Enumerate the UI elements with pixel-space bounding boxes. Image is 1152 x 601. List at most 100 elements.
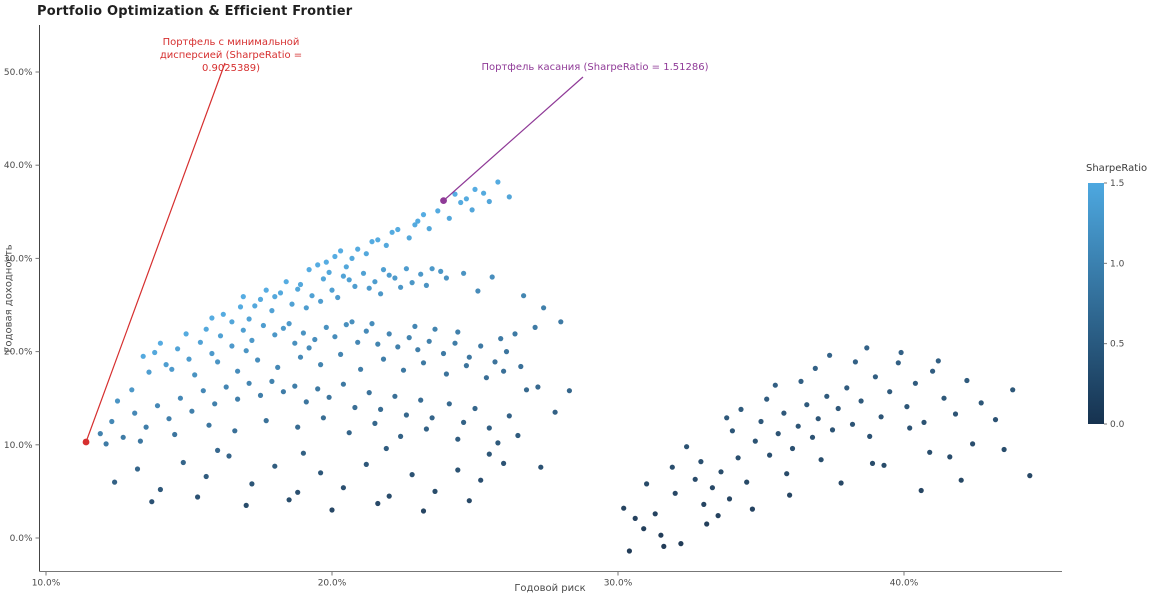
scatter-point[interactable] [243, 502, 249, 508]
scatter-point[interactable] [352, 404, 358, 411]
scatter-point[interactable] [558, 319, 564, 325]
scatter-point[interactable] [423, 282, 429, 288]
scatter-point[interactable] [698, 459, 704, 465]
scatter-point[interactable] [260, 322, 266, 329]
scatter-point[interactable] [346, 277, 352, 283]
scatter-point[interactable] [272, 332, 278, 338]
scatter-point[interactable] [869, 460, 876, 466]
scatter-point[interactable] [621, 505, 627, 511]
scatter-point[interactable] [795, 423, 801, 429]
scatter-point[interactable] [197, 339, 203, 345]
scatter-point[interactable] [426, 226, 432, 232]
scatter-point[interactable] [200, 388, 206, 394]
scatter-point[interactable] [461, 419, 467, 425]
scatter-point[interactable] [380, 356, 387, 362]
scatter-point[interactable] [904, 404, 910, 410]
scatter-point[interactable] [781, 410, 787, 416]
scatter-point[interactable] [398, 284, 404, 290]
scatter-point[interactable] [378, 291, 384, 297]
scatter-point[interactable] [1010, 387, 1016, 393]
scatter-point[interactable] [455, 329, 461, 335]
scatter-point[interactable] [515, 432, 521, 439]
scatter-point[interactable] [398, 433, 404, 439]
scatter-point[interactable] [300, 330, 306, 336]
scatter-point[interactable] [109, 418, 115, 425]
scatter-point[interactable] [406, 235, 412, 241]
scatter-point[interactable] [735, 455, 741, 461]
scatter-point[interactable] [240, 294, 246, 300]
scatter-point[interactable] [461, 270, 467, 276]
scatter-point[interactable] [378, 406, 384, 412]
scatter-point[interactable] [458, 199, 464, 206]
scatter-point[interactable] [632, 515, 638, 522]
scatter-point[interactable] [709, 485, 716, 491]
scatter-point[interactable] [472, 405, 478, 412]
scatter-point[interactable] [372, 420, 378, 426]
scatter-point[interactable] [978, 400, 984, 406]
scatter-point[interactable] [380, 267, 387, 273]
scatter-point[interactable] [432, 326, 438, 332]
scatter-point[interactable] [472, 186, 478, 192]
scatter-point[interactable] [644, 481, 650, 487]
scatter-point[interactable] [423, 426, 429, 432]
scatter-point[interactable] [303, 399, 309, 405]
scatter-point[interactable] [415, 218, 421, 224]
scatter-point[interactable] [134, 466, 141, 472]
scatter-point[interactable] [386, 272, 392, 278]
scatter-point[interactable] [395, 226, 401, 233]
scatter-point[interactable] [881, 462, 887, 468]
scatter-point[interactable] [541, 305, 547, 311]
scatter-point[interactable] [229, 343, 235, 349]
scatter-point[interactable] [420, 212, 427, 218]
scatter-point[interactable] [446, 401, 452, 407]
scatter-point[interactable] [292, 383, 298, 389]
scatter-point[interactable] [363, 328, 369, 334]
scatter-point[interactable] [726, 496, 733, 502]
scatter-point[interactable] [363, 461, 369, 467]
scatter-point[interactable] [280, 325, 286, 331]
scatter-point[interactable] [375, 341, 381, 347]
scatter-point[interactable] [146, 369, 152, 375]
min-variance-point[interactable] [82, 438, 90, 446]
scatter-point[interactable] [809, 434, 816, 440]
scatter-point[interactable] [718, 469, 724, 475]
scatter-point[interactable] [912, 380, 919, 386]
scatter-point[interactable] [275, 364, 281, 370]
scatter-point[interactable] [329, 507, 335, 513]
scatter-point[interactable] [775, 431, 781, 437]
scatter-point[interactable] [907, 425, 913, 431]
scatter-point[interactable] [363, 251, 369, 257]
scatter-point[interactable] [229, 319, 235, 325]
scatter-point[interactable] [918, 487, 924, 494]
scatter-point[interactable] [189, 408, 195, 414]
scatter-point[interactable] [812, 365, 818, 371]
scatter-point[interactable] [489, 274, 495, 280]
scatter-point[interactable] [523, 387, 530, 393]
scatter-point[interactable] [958, 477, 964, 483]
scatter-point[interactable] [658, 532, 664, 538]
scatter-point[interactable] [340, 273, 346, 279]
scatter-point[interactable] [1001, 446, 1007, 453]
scatter-point[interactable] [935, 358, 941, 364]
scatter-point[interactable] [506, 413, 512, 419]
scatter-point[interactable] [478, 343, 484, 349]
scatter-point[interactable] [326, 269, 332, 275]
scatter-point[interactable] [466, 354, 472, 360]
scatter-point[interactable] [280, 389, 286, 395]
scatter-point[interactable] [921, 419, 927, 425]
scatter-point[interactable] [498, 336, 504, 342]
scatter-point[interactable] [343, 322, 349, 328]
scatter-point[interactable] [521, 293, 527, 299]
scatter-point[interactable] [692, 476, 698, 482]
scatter-point[interactable] [678, 541, 684, 547]
scatter-point[interactable] [389, 229, 395, 235]
scatter-point[interactable] [426, 338, 432, 344]
scatter-point[interactable] [386, 493, 392, 499]
scatter-point[interactable] [898, 349, 904, 356]
scatter-point[interactable] [641, 526, 647, 532]
scatter-point[interactable] [672, 490, 678, 496]
scatter-point[interactable] [652, 511, 658, 517]
scatter-point[interactable] [366, 390, 372, 396]
scatter-point[interactable] [369, 321, 375, 327]
